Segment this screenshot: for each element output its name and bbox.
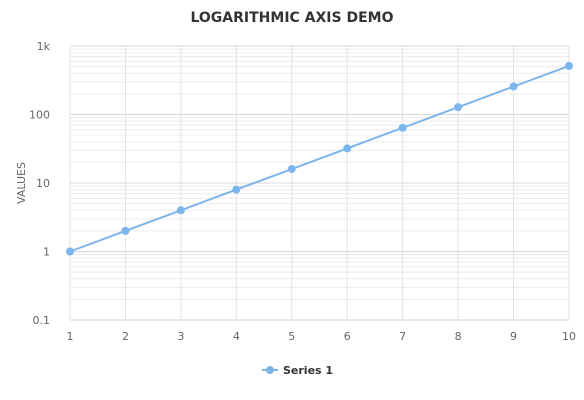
data-point[interactable] bbox=[287, 165, 296, 174]
data-point[interactable] bbox=[454, 103, 463, 112]
legend-label[interactable]: Series 1 bbox=[283, 364, 333, 377]
data-point[interactable] bbox=[343, 144, 352, 153]
legend[interactable]: Series 1 bbox=[262, 364, 333, 377]
x-tick-label: 3 bbox=[177, 330, 184, 343]
x-tick-label: 8 bbox=[455, 330, 462, 343]
y-axis-ticks: 0.1 1 10 100 1k bbox=[29, 40, 51, 327]
y-tick-label: 1k bbox=[37, 40, 51, 53]
x-tick-label: 4 bbox=[233, 330, 240, 343]
data-point[interactable] bbox=[565, 61, 573, 70]
x-tick-label: 6 bbox=[344, 330, 351, 343]
x-tick-label: 9 bbox=[510, 330, 517, 343]
data-point[interactable] bbox=[398, 123, 407, 132]
y-tick-label: 0.1 bbox=[33, 314, 51, 327]
series-group bbox=[66, 61, 573, 256]
y-tick-label: 10 bbox=[36, 177, 50, 190]
x-tick-label: 1 bbox=[67, 330, 74, 343]
data-point[interactable] bbox=[176, 206, 185, 215]
data-point[interactable] bbox=[121, 226, 130, 235]
legend-marker bbox=[266, 366, 274, 374]
x-tick-label: 2 bbox=[122, 330, 129, 343]
series-line bbox=[69, 64, 570, 253]
x-tick-label: 7 bbox=[399, 330, 406, 343]
y-tick-label: 100 bbox=[29, 109, 50, 122]
grid-lines bbox=[69, 45, 570, 321]
chart-title: LOGARITHMIC AXIS DEMO bbox=[190, 10, 393, 26]
y-tick-label: 1 bbox=[43, 246, 50, 259]
data-point[interactable] bbox=[66, 247, 74, 256]
data-point[interactable] bbox=[509, 82, 518, 91]
y-axis-title: VALUES bbox=[15, 162, 28, 204]
data-point[interactable] bbox=[232, 185, 241, 194]
x-tick-label: 5 bbox=[288, 330, 295, 343]
x-tick-label: 10 bbox=[562, 330, 576, 343]
x-axis-ticks: 1 2 3 4 5 6 7 8 9 10 bbox=[67, 330, 577, 343]
